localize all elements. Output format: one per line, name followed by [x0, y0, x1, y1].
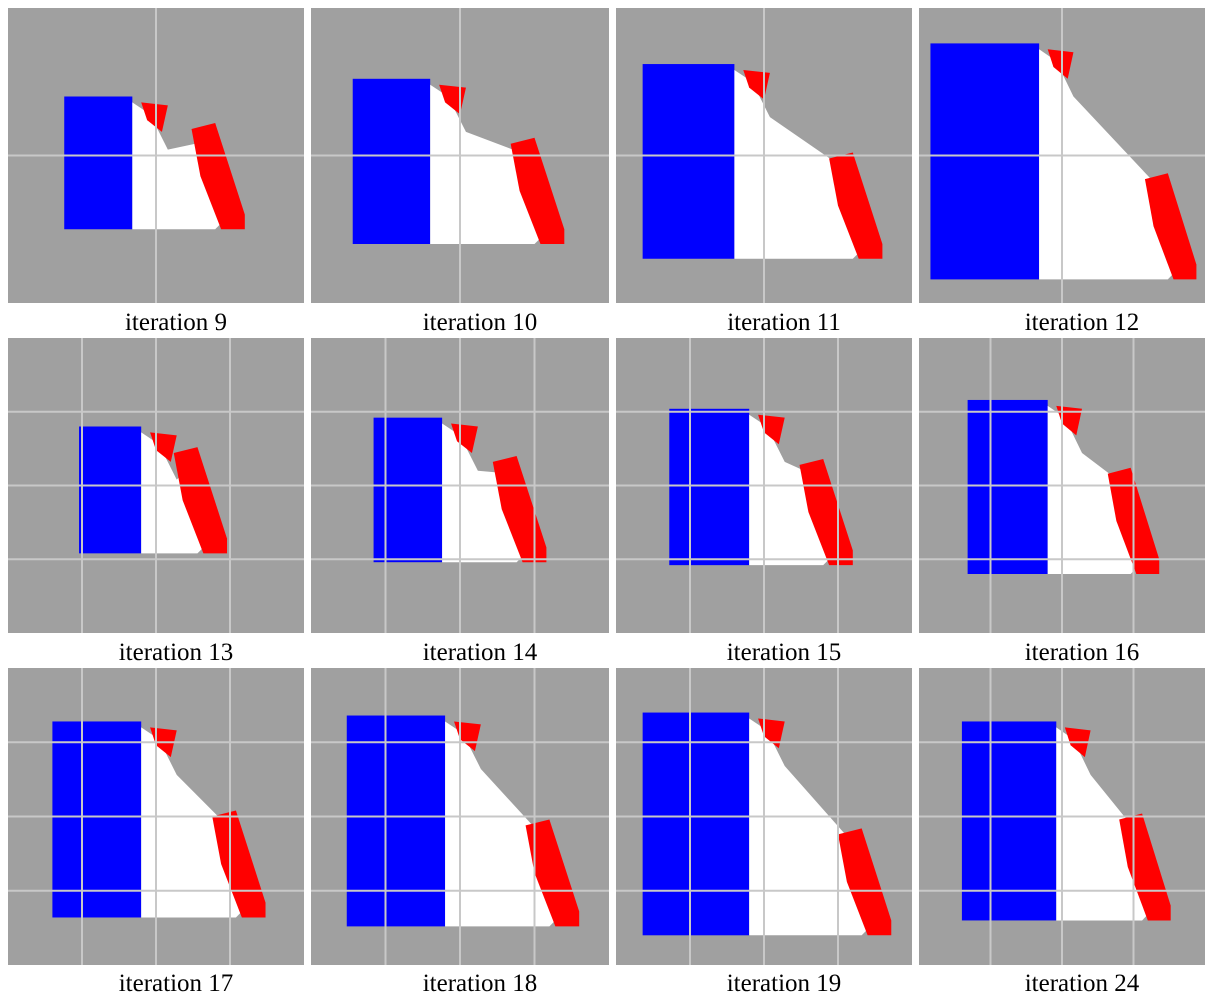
- blue-region: [347, 716, 445, 927]
- caption: iteration 11: [727, 309, 841, 336]
- caption: iteration 18: [423, 970, 538, 996]
- caption: iteration 10: [423, 309, 538, 336]
- blue-region: [353, 79, 430, 244]
- caption: iteration 14: [423, 639, 538, 666]
- caption: iteration 17: [119, 970, 234, 996]
- blue-region: [643, 713, 750, 936]
- caption: iteration 16: [1025, 639, 1140, 666]
- blue-region: [669, 409, 749, 565]
- caption: iteration 9: [125, 309, 227, 336]
- blue-region: [968, 400, 1048, 574]
- blue-region: [79, 427, 141, 554]
- figure-canvas: iteration 9 iteration 10 iteration 11 itera…: [0, 0, 1205, 996]
- caption: iteration 19: [727, 970, 842, 996]
- caption: iteration 15: [727, 639, 842, 666]
- blue-region: [64, 97, 132, 230]
- figure: iteration 9 iteration 10 iteration 11 itera…: [0, 0, 1205, 996]
- caption: iteration 24: [1025, 970, 1140, 996]
- blue-region: [52, 721, 141, 917]
- caption: iteration 13: [119, 639, 234, 666]
- blue-region: [643, 64, 735, 259]
- blue-region: [930, 43, 1039, 279]
- caption: iteration 12: [1025, 309, 1140, 336]
- blue-region: [374, 418, 443, 563]
